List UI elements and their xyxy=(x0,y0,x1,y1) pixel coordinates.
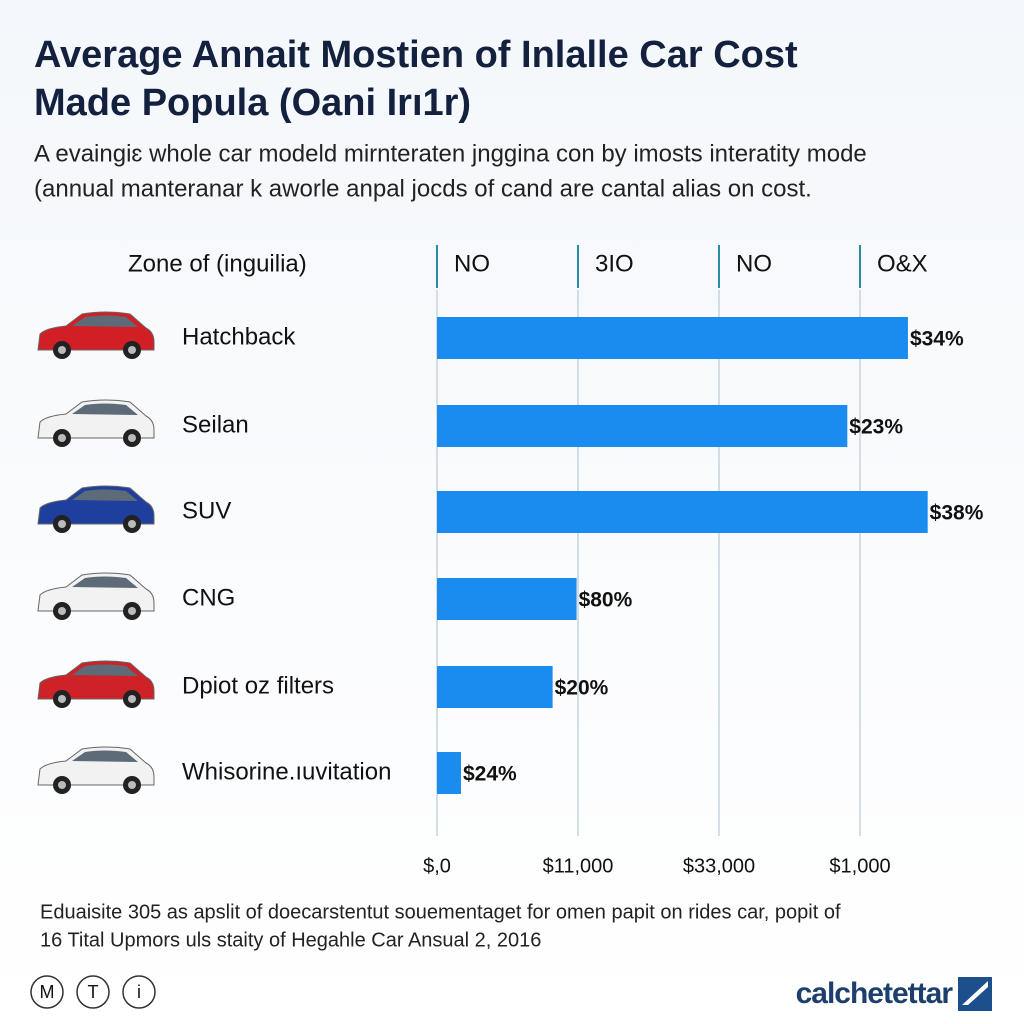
chart-title: Made Popula (Oani Irı1r) xyxy=(34,82,471,124)
car-window xyxy=(72,664,138,676)
car-hub xyxy=(58,520,66,528)
bar xyxy=(437,752,461,794)
value-label: $20% xyxy=(555,677,609,700)
category-label: Seilan xyxy=(182,411,249,438)
car-hub xyxy=(128,781,136,789)
icon-button xyxy=(30,975,64,1009)
icon-label: i xyxy=(137,982,141,1002)
car-window xyxy=(72,315,138,327)
value-label: $38% xyxy=(930,502,984,525)
category-label: SUV xyxy=(182,497,231,524)
car-hub xyxy=(128,607,136,615)
x-tick-label: $11,000 xyxy=(543,855,614,877)
car-hub xyxy=(128,520,136,528)
car-icon xyxy=(37,399,155,447)
icon-label: M xyxy=(40,982,55,1002)
car-icon xyxy=(37,660,155,708)
car-hub xyxy=(128,434,136,442)
value-label: $80% xyxy=(579,589,633,612)
car-hub xyxy=(128,346,136,354)
category-label: Hatchback xyxy=(182,323,296,350)
bar xyxy=(437,317,908,359)
category-label: Whisorine.ıuvitation xyxy=(182,758,391,785)
column-header: O&X xyxy=(877,250,928,277)
subtitle: (annual manteranar k aworle anpal jocds … xyxy=(34,175,812,202)
bar xyxy=(437,666,553,708)
chart-title: Average Annait Mostien of Inlalle Car Co… xyxy=(34,34,798,76)
footnote: Eduaisite 305 as apslit of doecarstentut… xyxy=(40,901,841,923)
car-window xyxy=(72,750,138,762)
category-header: Zone of (inguilia) xyxy=(128,250,307,277)
car-hub xyxy=(58,695,66,703)
column-header: NO xyxy=(454,250,490,277)
car-icon xyxy=(37,746,155,794)
car-icon xyxy=(37,311,155,359)
value-label: $24% xyxy=(463,763,517,786)
car-hub xyxy=(58,346,66,354)
bar xyxy=(437,491,928,533)
column-header: 3IO xyxy=(595,250,634,277)
bar xyxy=(437,405,848,447)
value-label: $23% xyxy=(849,416,903,439)
icon-label: T xyxy=(88,982,99,1002)
brand-logo xyxy=(958,977,992,1011)
x-tick-label: $,0 xyxy=(423,855,451,877)
car-window xyxy=(72,576,138,588)
car-hub xyxy=(58,781,66,789)
icon-button xyxy=(76,975,110,1009)
car-window xyxy=(72,403,138,415)
category-label: CNG xyxy=(182,584,235,611)
car-hub xyxy=(58,607,66,615)
x-tick-label: $33,000 xyxy=(683,855,755,877)
x-tick-label: $1,000 xyxy=(829,855,890,877)
car-icon xyxy=(37,485,155,533)
car-hub xyxy=(128,695,136,703)
subtitle: A evaingiɛ whole car modeld mirnteraten … xyxy=(34,140,867,167)
bar xyxy=(437,578,577,620)
column-header: NO xyxy=(736,250,772,277)
icon-button xyxy=(122,975,156,1009)
category-label: Dpiot oz filters xyxy=(182,672,334,699)
car-icon xyxy=(37,572,155,620)
footnote: 16 Tital Upmors uls staity of Hegahle Ca… xyxy=(40,929,541,951)
car-hub xyxy=(58,434,66,442)
value-label: $34% xyxy=(910,328,964,351)
car-window xyxy=(72,489,138,501)
brand: calchetettar xyxy=(796,977,954,1010)
